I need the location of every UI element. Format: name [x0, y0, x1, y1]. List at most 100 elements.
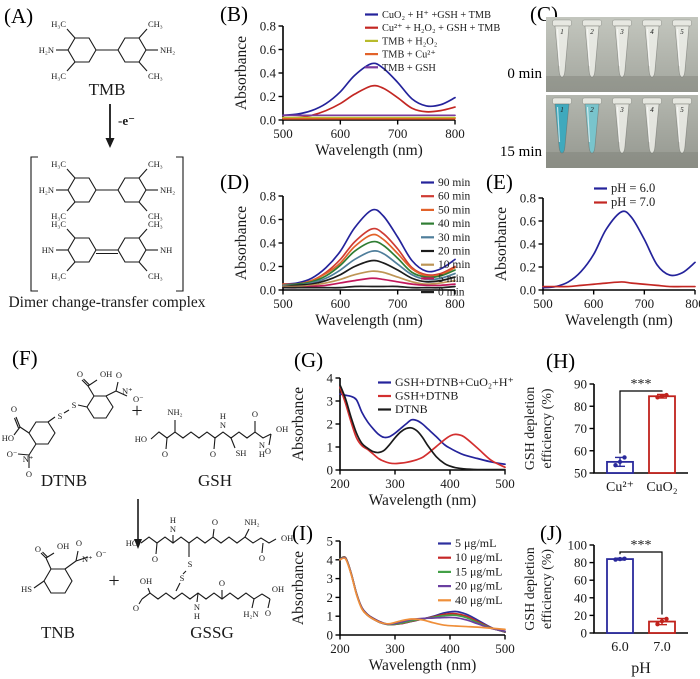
legend-label: 90 min: [438, 177, 471, 189]
dtnb-gsh-reaction-scheme: O HO O⁻ N⁺ O S S O OH O N⁺ O⁻ DTNB + HO …: [2, 369, 294, 642]
tube-cap: [582, 19, 602, 27]
atom-label: N⁺: [23, 454, 34, 464]
legend-label: 10 μg/mL: [455, 550, 502, 564]
tube-highlight: [556, 106, 561, 143]
atom-label: H₃C: [51, 159, 66, 169]
y-tick-label: 4: [327, 371, 334, 386]
x-tick-label: 300: [385, 476, 405, 491]
y-tick-label: 0: [581, 626, 588, 641]
atom-label: OH: [276, 424, 288, 434]
atom-label: CH₃: [148, 211, 163, 221]
atom-label: OH: [57, 541, 69, 551]
atom-label: CH₃: [148, 271, 163, 281]
x-tick-label: 300: [385, 641, 405, 656]
atom-label: O: [265, 608, 271, 618]
series-line-GSH+DTNB: [339, 386, 506, 469]
series-line-5 min: [282, 277, 456, 289]
x-tick-label: 500: [273, 296, 293, 311]
series-line-20 min: [282, 259, 456, 288]
x-axis-label: Wavelength (nm): [315, 312, 423, 329]
y-tick-label: 80: [574, 399, 587, 414]
atom-label: O: [35, 544, 41, 554]
significance-bracket: [619, 551, 663, 615]
gsh-structure: HO O NH₂ O N H SH O N H OH O GSH: [135, 407, 289, 490]
panel-label-i: (I): [292, 521, 313, 545]
series-line-DTNB: [339, 384, 506, 471]
data-point: [655, 395, 660, 400]
atom-label: O⁻: [96, 549, 107, 559]
x-tick-label: 700: [635, 296, 655, 311]
atom-label: OH: [140, 576, 152, 586]
series-line-50 min: [282, 233, 456, 286]
atom-label: N: [170, 524, 176, 534]
x-tick-label: 500: [495, 641, 515, 656]
atom-label: O: [252, 409, 258, 419]
time-label-15min: 15 min: [499, 144, 542, 160]
x-axis-label: Wavelength (nm): [565, 312, 673, 329]
tube-highlight: [616, 106, 621, 143]
atom-label: NH₂: [167, 407, 182, 417]
tube-number: 2: [590, 28, 594, 36]
x-tick-label: 600: [584, 296, 604, 311]
y-tick-label: 3: [327, 394, 334, 409]
y-tick-label: 0.0: [260, 113, 276, 128]
tube-number: 3: [619, 106, 624, 114]
tube-highlight: [616, 28, 621, 67]
tube-number: 2: [590, 106, 594, 114]
atom-label: O⁻: [133, 394, 144, 404]
x-tick-label: 400: [440, 641, 460, 656]
legend-label: 5 min: [438, 273, 465, 285]
y-tick-label: 5: [327, 534, 334, 549]
tube-highlight: [676, 28, 681, 67]
atom-label: H₃C: [51, 271, 66, 281]
data-point: [659, 618, 665, 624]
atom-label: O: [133, 603, 139, 613]
x-axis-label: pH: [631, 660, 651, 677]
tube-highlight: [646, 106, 651, 143]
x-tick-label: 600: [331, 296, 351, 311]
y-axis-label: Absorbance: [290, 551, 307, 625]
atom-label: H: [170, 515, 176, 525]
dimer-caption: Dimer change-transfer complex: [8, 294, 205, 311]
y-tick-label: 1: [327, 440, 334, 455]
legend-label: TMB + GSH: [382, 63, 436, 74]
y-axis-label: GSH depletion: [523, 547, 538, 631]
reaction-arrow: [134, 499, 142, 549]
legend-label: 20 min: [438, 246, 471, 258]
tube-number: 1: [560, 106, 564, 114]
atom-label: N⁺: [122, 386, 133, 396]
atom-label: O: [26, 469, 32, 479]
x-axis-label: Wavelength (nm): [369, 492, 477, 509]
data-point: [622, 455, 627, 460]
atom-label: H₂N: [39, 185, 54, 195]
atom-label: O: [152, 554, 158, 564]
atom-label: H: [220, 411, 226, 421]
y-tick-label: 3: [327, 571, 334, 586]
chart-b-absorbance-conditions: 500 600 700 800 0.0 0.2 0.4 0.6 0.8 Wavelength (n…: [233, 10, 500, 159]
gssg-structure: HO O N H O S S NH₂ OH O OH O N H O H₂N O…: [126, 515, 294, 642]
tube-number: 1: [560, 28, 564, 36]
tube-number: 4: [650, 28, 654, 36]
chart-d-absorbance-time: 500 600 700 800 0.0 0.2 0.4 0.6 0.8 Wavelength (n…: [233, 177, 471, 329]
plus-sign: +: [108, 570, 119, 592]
tnb-structure: HS O OH N⁺ O O⁻ TNB: [21, 538, 107, 642]
tube-cap: [612, 97, 632, 105]
tube-cap: [642, 19, 662, 27]
tube-highlight: [676, 106, 681, 143]
atom-label: O⁻: [7, 449, 18, 459]
significance-stars: ***: [631, 377, 652, 392]
right-bracket: [176, 156, 184, 292]
atom-label: HS: [21, 584, 32, 594]
atom-label: O: [76, 538, 82, 548]
legend-label: 20 μg/mL: [455, 579, 502, 593]
tube-cap: [582, 97, 602, 105]
atom-label: N: [220, 420, 226, 430]
y-tick-label: 0.2: [260, 259, 276, 274]
x-tick-label: 700: [388, 126, 408, 141]
chart-g-dtnb-spectra: 200 300 400 500 0 1 2 3 4 Wavelength (nm) Absorban…: [290, 371, 515, 510]
series-line-pH = 6.0: [542, 210, 696, 289]
atom-label: NH₂: [160, 185, 175, 195]
atom-label: NH₂: [244, 517, 259, 527]
x-tick-label: 500: [273, 126, 293, 141]
